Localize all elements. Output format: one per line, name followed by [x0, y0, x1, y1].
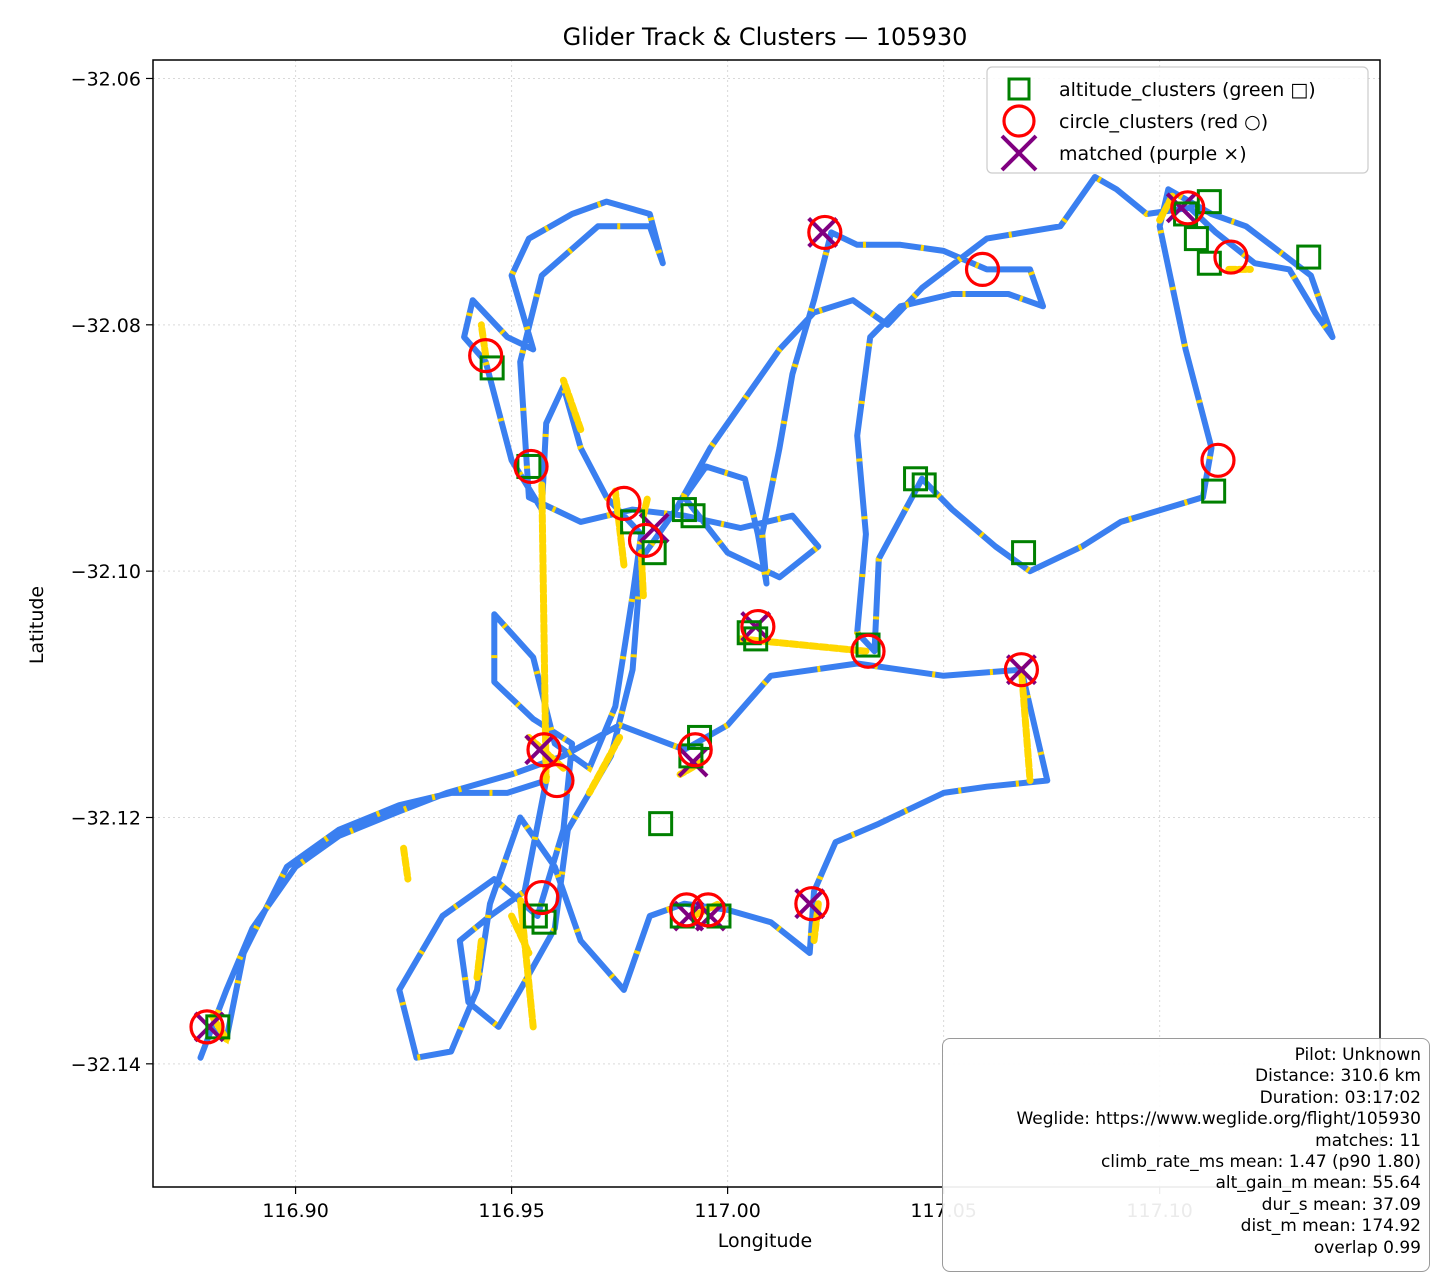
matched-marker: [1165, 192, 1197, 224]
y-tick-label: −32.12: [71, 807, 141, 829]
legend-square-icon: [1007, 77, 1031, 101]
altitude-cluster-marker: [911, 472, 937, 498]
climb-segment: [611, 487, 628, 569]
altitude-cluster-marker: [648, 811, 674, 837]
legend-box: [986, 66, 1369, 174]
climb-segment: [637, 549, 647, 600]
cluster-markers: [189, 189, 1322, 1045]
circle-cluster-marker: [1170, 190, 1206, 226]
stats-line: climb_rate_ms mean: 1.47 (p90 1.80): [1100, 1152, 1421, 1173]
stats-line: dist_m mean: 174.92: [1240, 1216, 1421, 1237]
legend: altitude_clusters (green □) circle_cluste…: [986, 66, 1369, 174]
circle-cluster-marker: [850, 633, 886, 669]
cross-stroke-b: [1005, 654, 1037, 686]
circle-cluster-marker: [539, 762, 575, 799]
circle-cluster-marker: [740, 608, 776, 645]
y-tick-label: −32.08: [71, 315, 141, 337]
flight-stats-box: Pilot: Unknown Distance: 310.6 km Duration…: [942, 1038, 1430, 1272]
legend-circle-icon: [1002, 104, 1036, 138]
legend-entry-label: matched (purple ×): [1059, 143, 1247, 165]
climb-segment: [400, 844, 412, 883]
axis-ticks: 116.90116.95117.00117.05117.10−32.06−32.…: [71, 68, 1193, 1222]
altitude-cluster-marker: [1196, 250, 1222, 276]
circle-cluster-marker: [526, 732, 562, 768]
climb-segment: [1017, 666, 1034, 785]
y-tick-label: −32.10: [71, 561, 141, 583]
stats-line: Weglide: https://www.weglide.org/flight/…: [1016, 1109, 1421, 1130]
climb-segment: [585, 733, 624, 797]
altitude-cluster-marker: [641, 540, 667, 566]
stats-line: Duration: 03:17:02: [1259, 1087, 1421, 1108]
circle-cluster-marker: [794, 886, 830, 922]
circle-cluster-marker: [1003, 652, 1040, 688]
circle-cluster-marker: [627, 522, 664, 558]
stats-line: dur_s mean: 37.09: [1261, 1194, 1421, 1215]
altitude-cluster-marker: [680, 503, 706, 529]
climb-segment: [473, 937, 485, 982]
stats-line: overlap 0.99: [1313, 1237, 1421, 1258]
circle-cluster-marker: [807, 214, 843, 251]
x-tick-label: 116.90: [262, 1200, 328, 1222]
climb-segment: [516, 894, 537, 1031]
cross-stroke-b: [1000, 134, 1038, 172]
y-tick-label: −32.06: [71, 68, 141, 90]
circle-cluster-marker: [189, 1009, 225, 1045]
circle-cluster-marker: [468, 338, 504, 374]
climb-segment: [207, 1011, 230, 1043]
stats-line: Pilot: Unknown: [1294, 1045, 1421, 1065]
matched-marker: [1005, 654, 1037, 686]
circle-cluster-marker: [606, 485, 642, 522]
chart-title: Glider Track & Clusters — 105930: [563, 23, 968, 51]
circle-cluster-marker: [1200, 442, 1236, 478]
cross-stroke-b: [1165, 192, 1197, 224]
circle-cluster-marker: [677, 732, 713, 768]
altitude-cluster-marker: [706, 903, 732, 929]
circle-cluster-marker: [668, 892, 705, 928]
altitude-cluster-marker: [522, 903, 548, 929]
altitude-cluster-marker: [479, 355, 505, 381]
altitude-cluster-marker: [1011, 540, 1037, 566]
circle-cluster-marker: [964, 251, 1001, 287]
altitude-cluster-marker: [687, 724, 713, 750]
altitude-cluster-marker: [531, 909, 557, 935]
x-tick-label: 116.95: [478, 1200, 544, 1222]
altitude-cluster-marker: [1196, 189, 1222, 215]
stats-line: Distance: 310.6 km: [1255, 1066, 1421, 1087]
altitude-cluster-marker: [1296, 244, 1322, 270]
altitude-cluster-marker: [1183, 226, 1209, 252]
track-line: [197, 174, 1336, 1061]
altitude-cluster-marker: [903, 466, 929, 492]
legend-entry-label: altitude_clusters (green □): [1059, 79, 1316, 101]
x-tick-label: 117.00: [694, 1200, 760, 1222]
altitude-cluster-marker: [516, 453, 542, 479]
stats-line: matches: 11: [1315, 1130, 1421, 1151]
climb-segment: [538, 481, 550, 785]
stats-line: alt_gain_m mean: 55.64: [1215, 1173, 1422, 1194]
y-axis-label: Latitude: [26, 586, 48, 664]
plot-area-frame: [152, 59, 1381, 1188]
legend-entry-label: circle_clusters (red ○): [1059, 111, 1268, 133]
circle-cluster-marker: [690, 892, 726, 928]
y-tick-label: −32.14: [71, 1054, 141, 1076]
altitude-cluster-marker: [671, 497, 697, 523]
circle-cluster-marker: [524, 879, 560, 916]
climb-segment: [559, 376, 585, 434]
altitude-cluster-marker: [1201, 478, 1227, 504]
altitude-cluster-marker: [736, 620, 762, 646]
x-axis-label: Longitude: [718, 1230, 813, 1252]
legend-cross-icon: [1000, 134, 1038, 172]
circle-cluster-marker: [513, 448, 549, 485]
circle-cluster-marker: [1213, 239, 1249, 275]
